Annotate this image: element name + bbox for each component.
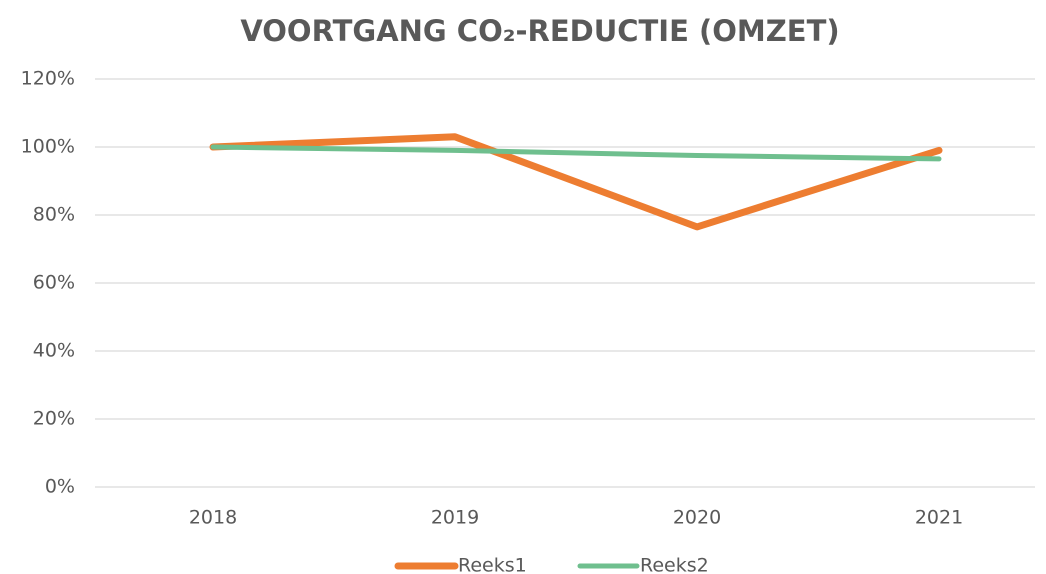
x-tick-label: 2019 (431, 507, 479, 529)
y-tick-label: 100% (21, 136, 75, 158)
x-tick-label: 2020 (673, 507, 721, 529)
legend-label: Reeks2 (640, 555, 709, 574)
y-tick-label: 40% (33, 340, 75, 362)
legend-label: Reeks1 (458, 555, 527, 574)
y-tick-label: 20% (33, 408, 75, 430)
x-tick-label: 2018 (189, 507, 237, 529)
series-line (209, 133, 943, 231)
chart-title: VOORTGANG CO₂-REDUCTIE (OMZET) (240, 14, 839, 48)
x-tick-label: 2021 (915, 507, 963, 529)
y-tick-label: 120% (21, 68, 75, 90)
y-tick-label: 0% (45, 476, 75, 498)
y-tick-label: 60% (33, 272, 75, 294)
series-line (210, 144, 942, 162)
y-tick-label: 80% (33, 204, 75, 226)
